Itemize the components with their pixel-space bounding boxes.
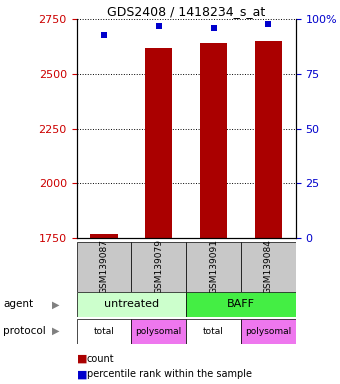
Text: polysomal: polysomal — [245, 327, 291, 336]
Text: protocol: protocol — [3, 326, 46, 336]
Text: agent: agent — [3, 299, 34, 310]
Text: GSM139079: GSM139079 — [154, 239, 163, 295]
Bar — [131, 319, 186, 344]
Bar — [241, 242, 296, 292]
Text: GSM139084: GSM139084 — [264, 240, 273, 294]
Bar — [76, 319, 131, 344]
Text: ▶: ▶ — [52, 299, 60, 310]
Title: GDS2408 / 1418234_s_at: GDS2408 / 1418234_s_at — [107, 5, 265, 18]
Bar — [90, 234, 118, 238]
Text: ■: ■ — [76, 369, 87, 379]
Bar — [131, 242, 186, 292]
Text: GSM139087: GSM139087 — [99, 239, 108, 295]
Text: count: count — [87, 354, 114, 364]
Bar — [255, 41, 282, 238]
Text: ■: ■ — [76, 354, 87, 364]
Text: BAFF: BAFF — [227, 299, 255, 310]
Bar — [76, 242, 131, 292]
Text: total: total — [94, 327, 114, 336]
Text: GSM139091: GSM139091 — [209, 239, 218, 295]
Bar — [200, 43, 227, 238]
Text: untreated: untreated — [104, 299, 159, 310]
Bar — [186, 319, 241, 344]
Bar — [186, 292, 296, 317]
Bar — [145, 48, 172, 238]
Bar — [241, 319, 296, 344]
Bar — [76, 292, 186, 317]
Text: ▶: ▶ — [52, 326, 60, 336]
Text: polysomal: polysomal — [136, 327, 182, 336]
Bar — [186, 242, 241, 292]
Text: percentile rank within the sample: percentile rank within the sample — [87, 369, 252, 379]
Text: total: total — [203, 327, 224, 336]
